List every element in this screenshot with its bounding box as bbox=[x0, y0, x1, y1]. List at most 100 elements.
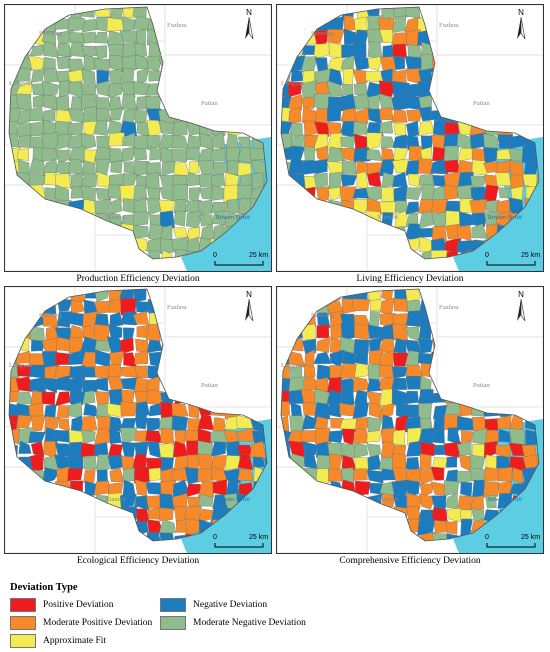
county-cell bbox=[368, 401, 382, 419]
county-cell bbox=[378, 159, 395, 177]
sea-label: Taiwan Strait bbox=[487, 214, 522, 221]
approximate-swatch bbox=[10, 634, 36, 648]
county-cell bbox=[28, 431, 46, 444]
county-cell bbox=[281, 401, 290, 417]
county-cell bbox=[353, 121, 369, 135]
county-cell bbox=[352, 298, 370, 312]
legend-title: Deviation Type bbox=[10, 582, 78, 593]
county-cell bbox=[135, 55, 150, 70]
county-cell bbox=[418, 211, 435, 229]
county-cell bbox=[313, 30, 328, 46]
county-cell bbox=[80, 172, 98, 188]
county-cell bbox=[367, 56, 383, 72]
county-cell bbox=[223, 184, 241, 203]
county-cell bbox=[444, 184, 458, 201]
svg-text:25 km: 25 km bbox=[249, 534, 268, 541]
county-cell bbox=[393, 298, 410, 312]
county-cell bbox=[94, 428, 112, 445]
county-cell bbox=[122, 54, 138, 73]
county-cell bbox=[80, 185, 96, 202]
county-cell bbox=[94, 442, 109, 457]
positive-swatch bbox=[10, 598, 36, 612]
county-cell bbox=[133, 184, 148, 202]
place-label: Longyan bbox=[281, 362, 305, 369]
place-label: Longyan bbox=[9, 80, 33, 87]
county-cell bbox=[213, 161, 228, 177]
county-cell bbox=[288, 106, 302, 124]
county-cell bbox=[55, 95, 70, 111]
county-cell bbox=[498, 428, 511, 443]
county-cell bbox=[498, 187, 510, 199]
county-cell bbox=[353, 57, 370, 71]
county-cell bbox=[287, 94, 303, 112]
county-cell bbox=[366, 430, 382, 443]
county-cell bbox=[211, 455, 229, 470]
county-cell bbox=[158, 199, 176, 215]
county-cell bbox=[460, 518, 473, 537]
county-cell bbox=[536, 173, 539, 189]
county-cell bbox=[366, 443, 382, 458]
county-cell bbox=[108, 96, 122, 112]
county-cell bbox=[110, 107, 124, 121]
county-cell bbox=[95, 45, 108, 60]
county-cell bbox=[418, 389, 434, 404]
county-cell bbox=[96, 454, 110, 472]
county-cell bbox=[108, 324, 123, 341]
place-label: Fuzhou bbox=[167, 304, 187, 311]
county-cell bbox=[326, 146, 345, 164]
county-cell bbox=[392, 429, 406, 446]
county-cell bbox=[314, 108, 331, 125]
county-cell bbox=[42, 377, 58, 394]
county-cell bbox=[391, 94, 409, 111]
county-cell bbox=[471, 212, 488, 227]
svg-text:0: 0 bbox=[213, 252, 217, 259]
scale-bar: 0 25 km bbox=[213, 252, 268, 266]
county-cell bbox=[302, 414, 318, 430]
county-cell bbox=[106, 17, 125, 32]
county-cell bbox=[327, 29, 345, 44]
county-cell bbox=[340, 135, 356, 149]
county-cell bbox=[418, 468, 436, 485]
legend-item-positive: Positive Deviation bbox=[10, 598, 113, 612]
county-cell bbox=[365, 185, 382, 203]
county-cell bbox=[55, 109, 72, 125]
county-cell bbox=[58, 80, 70, 98]
county-cell bbox=[54, 391, 71, 407]
county-cell bbox=[392, 171, 408, 188]
map-title: Comprehensive Efficiency Deviation bbox=[339, 556, 481, 566]
county-cell bbox=[352, 376, 370, 393]
county-cell bbox=[406, 468, 422, 482]
county-cell bbox=[237, 162, 253, 177]
county-cell bbox=[405, 375, 421, 390]
county-cell bbox=[495, 172, 512, 187]
county-cell bbox=[378, 17, 395, 34]
negative-swatch bbox=[160, 598, 186, 612]
county-cell bbox=[250, 159, 267, 176]
legend-label: Positive Deviation bbox=[43, 600, 114, 610]
map-svg: Sanming Fuzhou Longyan Putian Xiamen Taiwan S… bbox=[277, 287, 543, 553]
county-cell bbox=[136, 67, 150, 85]
county-cell bbox=[109, 350, 125, 367]
county-cell bbox=[404, 289, 421, 303]
svg-text:0: 0 bbox=[213, 534, 217, 541]
svg-text:N: N bbox=[518, 8, 524, 17]
county-cell bbox=[327, 186, 342, 201]
county-cell bbox=[393, 184, 408, 203]
county-cell bbox=[197, 414, 214, 431]
county-cell bbox=[146, 324, 161, 342]
county-cell bbox=[41, 391, 56, 406]
county-cell bbox=[107, 375, 124, 391]
place-label: Xiamen bbox=[377, 496, 398, 503]
map-living: Sanming Fuzhou Longyan Putian Xiamen Taiwan S… bbox=[276, 4, 544, 272]
county-cell bbox=[456, 416, 474, 431]
svg-text:25 km: 25 km bbox=[249, 252, 268, 259]
county-cell bbox=[159, 210, 175, 229]
county-cell bbox=[483, 466, 501, 481]
county-cell bbox=[419, 324, 432, 340]
county-cell bbox=[95, 377, 109, 392]
county-cell bbox=[391, 377, 408, 390]
county-cell bbox=[223, 415, 241, 430]
county-cell bbox=[134, 110, 148, 124]
county-cell bbox=[417, 81, 435, 99]
county-cell bbox=[122, 479, 136, 496]
